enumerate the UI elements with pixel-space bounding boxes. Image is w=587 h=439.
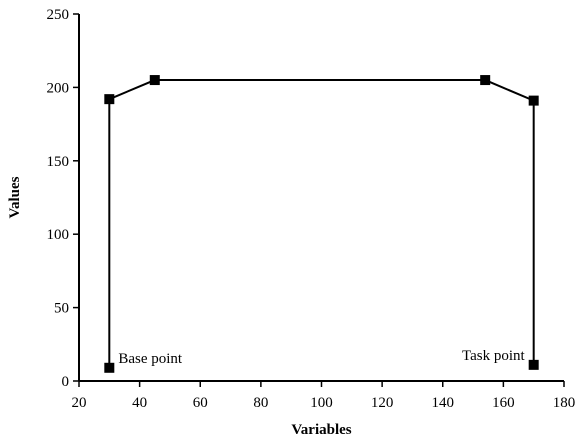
x-axis: 20 40 60 80 100 120 140 160 180 <box>72 380 576 411</box>
y-tick-label: 50 <box>54 301 69 317</box>
data-point-marker <box>149 75 160 86</box>
y-tick-label: 100 <box>47 227 70 243</box>
x-tick-label: 80 <box>253 395 268 411</box>
x-tick-label: 140 <box>432 395 455 411</box>
x-tick-label: 60 <box>193 395 208 411</box>
data-point-marker <box>528 95 539 106</box>
annotation-base-point: Base point <box>118 351 183 367</box>
x-tick-label: 40 <box>132 395 147 411</box>
series-line <box>108 79 535 368</box>
y-axis: 0 50 100 150 200 250 <box>47 7 80 390</box>
y-axis-title: Values <box>7 176 23 218</box>
x-tick-label: 160 <box>492 395 515 411</box>
y-tick-label: 0 <box>62 374 70 390</box>
x-tick-label: 100 <box>310 395 333 411</box>
annotations: Base point Task point <box>118 348 525 367</box>
data-point-marker <box>104 362 115 373</box>
y-tick-label: 150 <box>47 154 70 170</box>
x-tick-label: 180 <box>553 395 576 411</box>
x-axis-title: Variables <box>291 422 351 438</box>
annotation-task-point: Task point <box>462 348 526 364</box>
data-point-marker <box>480 75 491 86</box>
series-markers <box>104 75 539 373</box>
x-tick-label: 20 <box>72 395 87 411</box>
series-lines <box>108 79 535 368</box>
x-tick-label: 120 <box>371 395 394 411</box>
y-tick-label: 200 <box>47 80 70 96</box>
y-tick-label: 250 <box>47 7 70 23</box>
data-point-marker <box>104 94 115 105</box>
data-point-marker <box>528 359 539 370</box>
